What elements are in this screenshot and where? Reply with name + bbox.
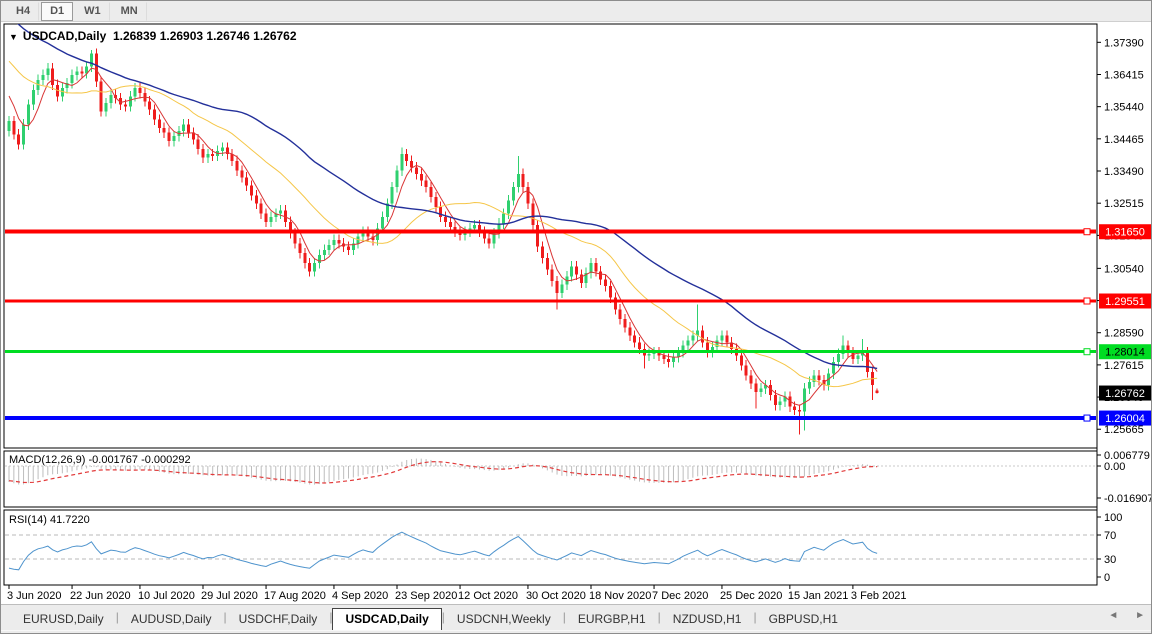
line-price-label xyxy=(1099,410,1151,426)
line-price-label xyxy=(1099,344,1151,360)
tab-scroll-right-button[interactable]: ► xyxy=(1135,610,1145,621)
candles-layer xyxy=(7,48,879,435)
timeframe-toolbar: H4 D1 W1 MN xyxy=(1,1,1151,22)
tab-scroll-left-button[interactable]: ◄ xyxy=(1108,610,1119,621)
price-tick-label: 1.33490 xyxy=(1104,166,1144,178)
tab-scroll-controls: ◄ ► xyxy=(1094,610,1145,621)
date-tick-label: 17 Aug 2020 xyxy=(264,590,326,602)
price-tick-label: 1.30540 xyxy=(1104,263,1144,275)
tab-separator: | xyxy=(329,609,333,624)
rsi-axis-label: 100 xyxy=(1104,512,1122,524)
line-price-label-text: 1.29551 xyxy=(1105,296,1145,308)
price-chart-canvas[interactable]: 1.37390 1.36415 1.35440 1.34465 1.33490 1.325… xyxy=(1,22,1152,604)
date-tick-label: 15 Jan 2021 xyxy=(788,590,849,602)
timeframe-button-d1[interactable]: D1 xyxy=(41,1,74,21)
line-handle[interactable] xyxy=(1083,297,1091,305)
current-price-label-text: 1.26762 xyxy=(1105,388,1145,400)
price-tick-label: 1.27615 xyxy=(1104,360,1144,372)
date-tick-label: 10 Jul 2020 xyxy=(138,590,195,602)
tab-eurgbp-h1[interactable]: EURGBP,H1 xyxy=(577,612,646,626)
date-tick-label: 23 Sep 2020 xyxy=(395,590,457,602)
moving-average-5 xyxy=(8,67,878,406)
tab-separator: | xyxy=(657,609,661,624)
price-tick-label: 1.32515 xyxy=(1104,198,1144,210)
current-price-label xyxy=(1099,385,1151,401)
timeframe-button-mn[interactable]: MN xyxy=(112,1,147,21)
line-price-label-text: 1.26004 xyxy=(1105,413,1145,425)
line-price-label-text: 1.28014 xyxy=(1105,347,1145,359)
date-tick-label: 30 Oct 2020 xyxy=(526,590,586,602)
chart-area: 1.37390 1.36415 1.35440 1.34465 1.33490 1.325… xyxy=(1,22,1152,604)
macd-layer xyxy=(5,458,1096,485)
tab-separator: | xyxy=(441,609,445,624)
date-tick-label: 22 Jun 2020 xyxy=(70,590,131,602)
date-tick-label: 3 Jun 2020 xyxy=(7,590,61,602)
date-tick-label: 7 Dec 2020 xyxy=(652,590,708,602)
status-strip xyxy=(1,630,1151,633)
price-tick-label: 1.34465 xyxy=(1104,134,1144,146)
price-tick-label: 1.35440 xyxy=(1104,102,1144,114)
symbol-tab-bar: EURUSD,Daily | AUDUSD,Daily | USDCHF,Daily | U… xyxy=(1,604,1151,633)
line-handle[interactable] xyxy=(1083,228,1091,236)
tab-usdcad-daily[interactable]: USDCAD,Daily xyxy=(332,608,442,630)
rsi-axis-label: 30 xyxy=(1104,554,1116,566)
price-tick-label: 1.37390 xyxy=(1104,37,1144,49)
tab-separator: | xyxy=(115,609,119,624)
timeframe-button-w1[interactable]: W1 xyxy=(75,1,110,21)
date-tick-label: 3 Feb 2021 xyxy=(851,590,907,602)
macd-axis-label: -0.016907 xyxy=(1104,493,1152,505)
tab-usdchf-daily[interactable]: USDCHF,Daily xyxy=(238,612,318,626)
tab-audusd-daily[interactable]: AUDUSD,Daily xyxy=(130,612,212,626)
line-handle[interactable] xyxy=(1083,348,1091,356)
rsi-line xyxy=(8,531,878,571)
timeframe-button-h4[interactable]: H4 xyxy=(7,1,40,21)
tab-usdcnh-weekly[interactable]: USDCNH,Weekly xyxy=(456,612,551,626)
tab-gbpusd-h1[interactable]: GBPUSD,H1 xyxy=(768,612,838,626)
date-tick-label: 29 Jul 2020 xyxy=(201,590,258,602)
price-tick-label: 1.28590 xyxy=(1104,328,1144,340)
macd-axis-label: 0.006779 xyxy=(1104,450,1150,462)
date-tick-label: 4 Sep 2020 xyxy=(332,590,388,602)
line-price-label xyxy=(1099,224,1151,240)
tab-separator: | xyxy=(562,609,566,624)
date-tick-label: 25 Dec 2020 xyxy=(720,590,782,602)
tab-separator: | xyxy=(223,609,227,624)
rsi-panel[interactable] xyxy=(3,509,1098,586)
line-price-label-text: 1.31650 xyxy=(1105,227,1145,239)
main-panel[interactable] xyxy=(3,23,1098,449)
price-tick-label: 1.25665 xyxy=(1104,424,1144,436)
macd-signal-line xyxy=(8,461,878,484)
date-tick-label: 18 Nov 2020 xyxy=(589,590,651,602)
tab-separator: | xyxy=(753,609,757,624)
line-handle[interactable] xyxy=(1083,414,1091,422)
rsi-axis-label: 70 xyxy=(1104,530,1116,542)
date-tick-label: 12 Oct 2020 xyxy=(458,590,518,602)
tab-nzdusd-h1[interactable]: NZDUSD,H1 xyxy=(672,612,742,626)
rsi-layer xyxy=(5,531,1096,571)
macd-axis-label: 0.00 xyxy=(1104,461,1125,473)
line-price-label xyxy=(1099,293,1151,309)
price-tick-label: 1.36415 xyxy=(1104,69,1144,81)
macd-panel[interactable] xyxy=(3,450,1098,508)
rsi-axis-label: 0 xyxy=(1104,572,1110,584)
moving-average-45 xyxy=(17,24,878,370)
tab-eurusd-daily[interactable]: EURUSD,Daily xyxy=(23,612,104,626)
moving-average-21 xyxy=(8,60,878,388)
